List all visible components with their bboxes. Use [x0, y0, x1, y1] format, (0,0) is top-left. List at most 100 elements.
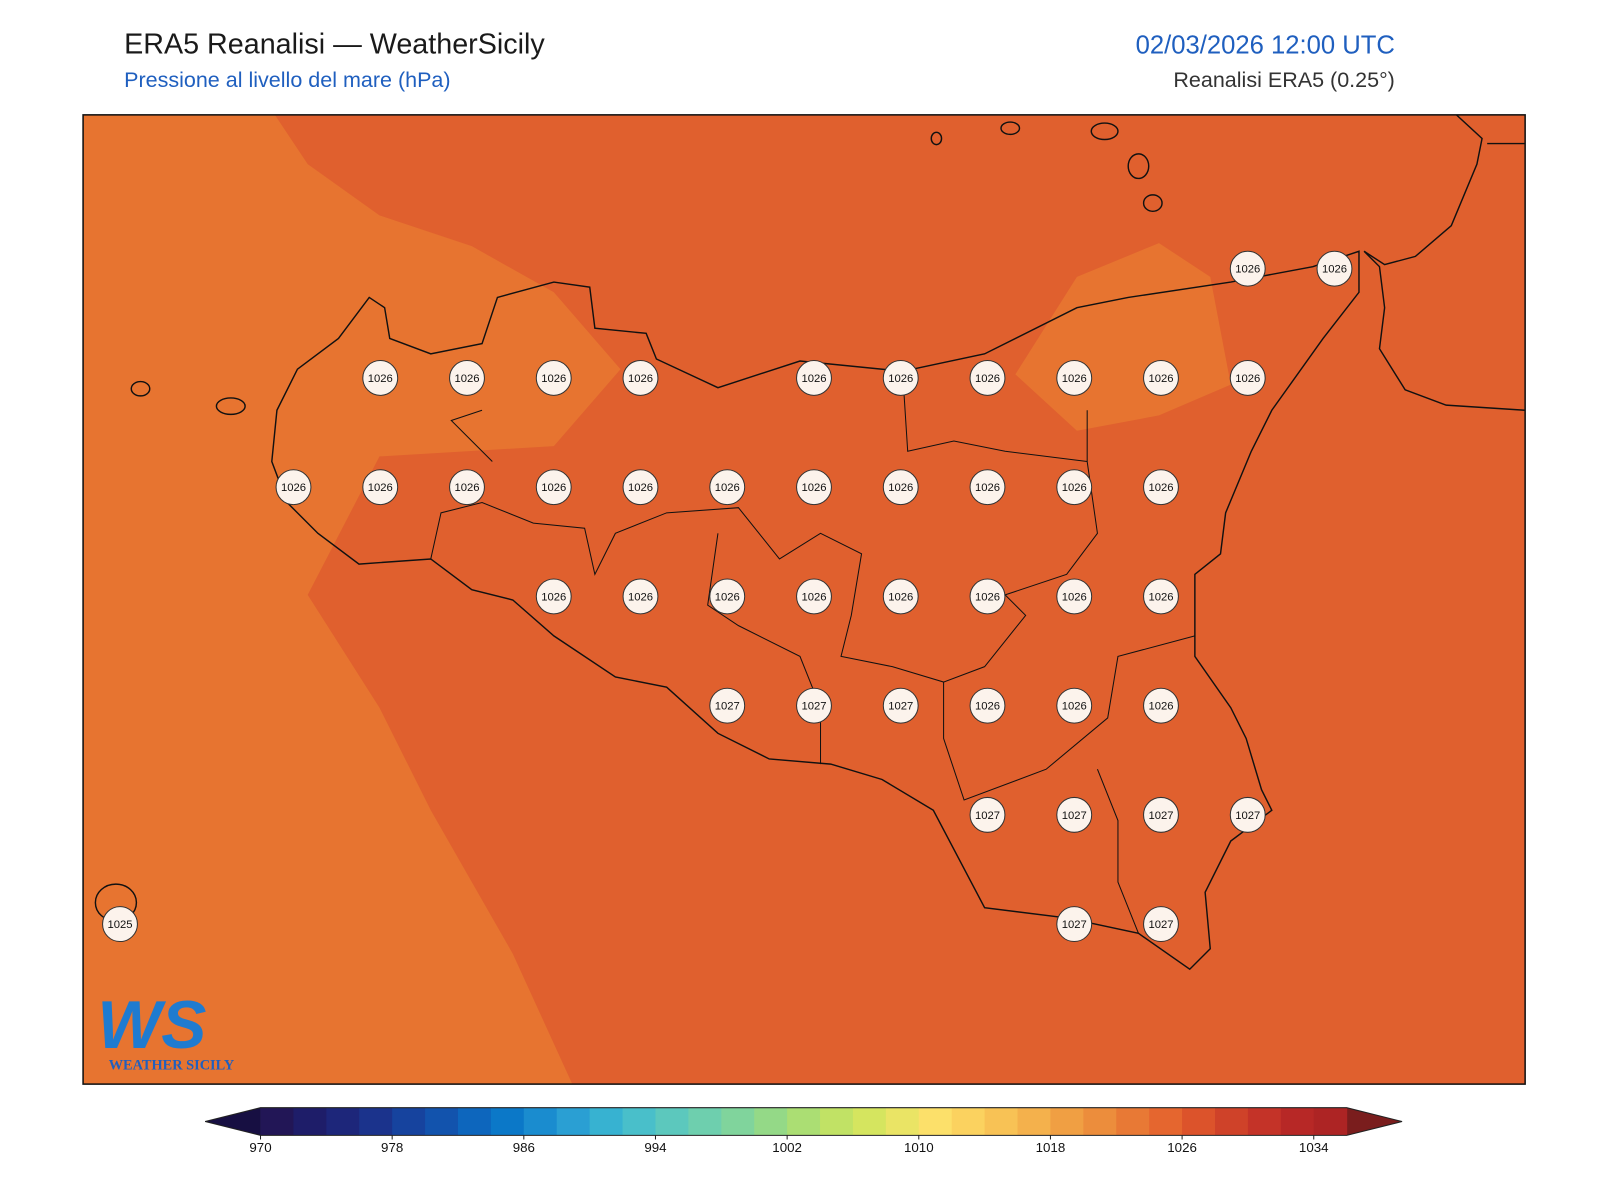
coastlines [94, 114, 1526, 971]
station-label: 1026 [975, 373, 1000, 385]
colorbar-tick-label: 1002 [772, 1140, 802, 1155]
station-marker [969, 578, 1006, 615]
colorbar-bin [359, 1107, 393, 1136]
station-marker [1143, 578, 1179, 615]
colorbar-bin [293, 1107, 327, 1136]
station-label: 1026 [715, 482, 740, 494]
station-label: 1026 [975, 482, 1000, 494]
colorbar-bin [1313, 1107, 1348, 1136]
station-marker [882, 578, 919, 615]
colorbar-under [205, 1107, 261, 1136]
station-label: 1027 [975, 810, 1000, 822]
station-label: 1026 [888, 591, 913, 603]
colorbar-bin [852, 1107, 887, 1136]
station-marker [1316, 250, 1353, 287]
pressure-zone [83, 114, 621, 1085]
colorbar-tick-label: 1026 [1167, 1140, 1197, 1155]
colorbar-tick-label: 986 [513, 1140, 535, 1155]
station-label: 1026 [801, 373, 826, 385]
colorbar-bin [655, 1107, 689, 1136]
station-marker [1143, 796, 1179, 833]
station-label: 1026 [1062, 591, 1087, 603]
station-marker [709, 687, 746, 724]
colorbar-bin [523, 1107, 558, 1136]
station-marker [535, 469, 572, 506]
colorbar-tick-label: 978 [381, 1140, 403, 1155]
station-marker [969, 796, 1006, 833]
colorbar-tick-label: 1034 [1299, 1140, 1329, 1155]
station-marker [622, 469, 659, 506]
colorbar-bin [1280, 1107, 1315, 1136]
station-label: 1026 [628, 591, 653, 603]
station-label: 1026 [801, 482, 826, 494]
station-marker [1143, 906, 1179, 943]
station-label: 1026 [888, 373, 913, 385]
station-marker [622, 359, 659, 396]
colorbar-bin [918, 1107, 953, 1136]
colorbar-bin [820, 1107, 854, 1136]
station-marker [1056, 469, 1093, 506]
colorbar-bin [1116, 1107, 1150, 1136]
station-marker [882, 687, 919, 724]
station-marker [1143, 359, 1179, 396]
station-values: 1026 1026 1026 1026 1026 1026 1026 1026 1026 1026… [102, 250, 1353, 943]
source: Reanalisi ERA5 (0.25°) [1173, 68, 1394, 92]
station-label: 1026 [541, 373, 566, 385]
station-label: 1027 [888, 701, 913, 713]
logo-tagline: WEATHER SICILY [109, 1058, 235, 1074]
colorbar-bin [721, 1107, 755, 1136]
colorbar-tick-label: 970 [249, 1140, 271, 1155]
station-marker [796, 359, 832, 396]
station-marker [709, 578, 746, 615]
subtitle: Pressione al livello del mare (hPa) [124, 68, 450, 92]
colorbar-tick-label: 994 [644, 1140, 667, 1155]
station-label: 1026 [541, 591, 566, 603]
colorbar-bin [1182, 1107, 1216, 1136]
station-label: 1026 [1235, 264, 1260, 276]
station-marker [709, 469, 746, 506]
station-label: 1026 [888, 482, 913, 494]
colorbar-tick-label: 1018 [1036, 1140, 1066, 1155]
station-marker [969, 687, 1006, 724]
colorbar-bin [885, 1107, 920, 1136]
station-marker [969, 469, 1006, 506]
colorbar-bin [589, 1107, 624, 1136]
colorbar-bin [688, 1107, 722, 1136]
colorbar-bin [622, 1107, 656, 1136]
colorbar-bin [1215, 1107, 1249, 1136]
station-marker [1143, 469, 1179, 506]
station-marker [1056, 359, 1093, 396]
station-marker [882, 469, 919, 506]
station-marker [102, 906, 138, 943]
station-marker [1056, 906, 1093, 943]
colorbar-tick-label: 1010 [904, 1140, 934, 1155]
colorbar-bin [984, 1107, 1019, 1136]
station-label: 1027 [801, 701, 826, 713]
station-label: 1026 [1062, 701, 1087, 713]
station-marker [1229, 359, 1266, 396]
station-label: 1026 [368, 373, 393, 385]
station-marker [1143, 687, 1179, 724]
station-marker [362, 359, 399, 396]
station-marker [1229, 796, 1266, 833]
colorbar-bin [556, 1107, 591, 1136]
colorbar-bin [425, 1107, 459, 1136]
logo: WS WEATHER SICILY [97, 988, 234, 1074]
map-frame [82, 114, 1526, 1085]
colorbar-bin [754, 1107, 788, 1136]
colorbar-bin [392, 1107, 426, 1136]
station-label: 1026 [715, 591, 740, 603]
map: 1026 1026 1026 1026 1026 1026 1026 1026 1026 1026… [82, 114, 1526, 1085]
station-marker [796, 469, 832, 506]
colorbar-bin [1017, 1107, 1051, 1136]
station-label: 1026 [541, 482, 566, 494]
colorbar-bin [787, 1107, 821, 1136]
logo-mark: WS [97, 988, 206, 1063]
station-label: 1026 [1148, 482, 1173, 494]
colorbar-bin [260, 1107, 294, 1136]
colorbar-bin [951, 1107, 986, 1136]
station-label: 1026 [454, 482, 479, 494]
station-marker [796, 687, 832, 724]
station-label: 1026 [368, 482, 393, 494]
station-label: 1027 [1148, 919, 1173, 931]
